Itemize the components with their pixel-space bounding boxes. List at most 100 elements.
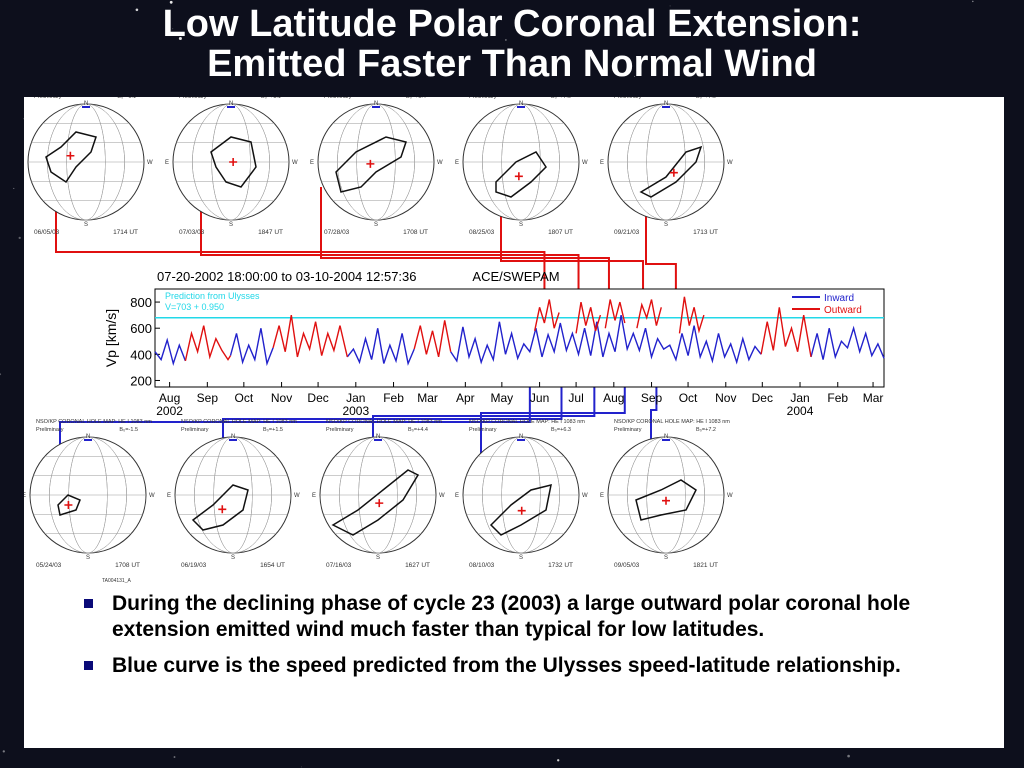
- map-north-label: N: [374, 101, 378, 107]
- polarity-plus-icon: [517, 506, 526, 515]
- map-header: NSO/KP CORONAL HOLE MAP: HE I 1083 nm: [181, 419, 297, 425]
- y-tick-label: 600: [130, 321, 152, 336]
- series-line-outward: [636, 299, 662, 329]
- series-line-inward: [346, 328, 415, 366]
- map-west-label: W: [149, 493, 155, 499]
- map-b0-angle: B₀=+4.4: [408, 427, 428, 433]
- star: [720, 10, 722, 12]
- year-label: 2003: [342, 404, 369, 418]
- map-west-label: W: [727, 493, 733, 499]
- map-west-label: W: [582, 493, 588, 499]
- map-south-label: S: [519, 555, 523, 561]
- longitude-line: [49, 436, 127, 554]
- x-tick-label: Oct: [679, 391, 698, 405]
- map-header: NSO/KP CORONAL HOLE MAP: HE I 1083 nm: [36, 419, 152, 425]
- prediction-annotation: Prediction from Ulysses: [165, 291, 260, 301]
- star: [338, 20, 339, 22]
- map-date: 07/28/03: [324, 229, 350, 236]
- x-tick-label: Sep: [197, 391, 219, 405]
- x-tick-label: Mar: [417, 391, 438, 405]
- star: [972, 0, 974, 3]
- x-tick-label: Jul: [568, 391, 583, 405]
- map-north-label: N: [519, 434, 523, 440]
- longitude-line: [627, 103, 705, 221]
- x-tick-label: Apr: [456, 391, 475, 405]
- map-b0-angle: B₀=+7.2: [696, 427, 716, 433]
- map-north-label: N: [84, 101, 88, 107]
- connector-lines: [55, 182, 677, 510]
- map-status: Preliminary: [469, 97, 497, 100]
- chart-date-range: 07-20-2002 18:00:00 to 03-10-2004 12:57:…: [157, 269, 417, 284]
- map-north-label: N: [376, 434, 380, 440]
- map-header: NSO/KP CORONAL HOLE MAP: HE I 1083 nm: [326, 419, 442, 425]
- longitude-line: [482, 103, 560, 221]
- map-west-label: W: [727, 160, 733, 166]
- map-east-label: E: [312, 493, 316, 499]
- solar-wind-chart: 07-20-2002 18:00:00 to 03-10-2004 12:57:…: [103, 269, 885, 418]
- map-b0-angle: B₀=+7.0: [551, 97, 571, 100]
- bullet-square-icon: [84, 661, 93, 670]
- x-tick-label: Jun: [530, 391, 549, 405]
- star: [172, 28, 174, 30]
- map-time: 1807 UT: [548, 229, 573, 236]
- star: [633, 75, 636, 77]
- coronal-hole-outline: [45, 131, 97, 184]
- map-south-label: S: [231, 555, 235, 561]
- series-line-outward: [413, 320, 452, 358]
- coronal-hole-outline: [191, 484, 249, 531]
- polarity-plus-icon: [514, 172, 523, 181]
- title-line-1: Low Latitude Polar Coronal Extension:: [162, 3, 862, 45]
- map-south-label: S: [84, 222, 88, 228]
- map-date: 07/16/03: [326, 562, 352, 569]
- star: [178, 36, 182, 41]
- map-time: 1714 UT: [113, 229, 138, 236]
- map-b0-angle: B₀=-0.1: [117, 97, 136, 100]
- polarity-plus-icon: [218, 505, 227, 514]
- map-west-label: W: [582, 160, 588, 166]
- x-tick-label: May: [491, 391, 514, 405]
- star: [135, 8, 139, 12]
- longitude-line: [194, 436, 272, 554]
- bullet-list: During the declining phase of cycle 23 (…: [58, 591, 958, 689]
- map-south-label: S: [374, 222, 378, 228]
- figure-id: TA004131_A: [102, 578, 131, 584]
- connector-line: [645, 182, 677, 289]
- map-status: Preliminary: [324, 97, 352, 100]
- map-time: 1708 UT: [403, 229, 428, 236]
- map-status: Preliminary: [34, 97, 62, 100]
- map-b0-angle: B₀=+6.3: [551, 427, 571, 433]
- slide-title: Low Latitude Polar Coronal Extension: Em…: [0, 4, 1024, 84]
- map-status: Preliminary: [326, 427, 354, 433]
- map-east-label: E: [24, 493, 26, 499]
- map-status: Preliminary: [181, 427, 209, 433]
- bullet-square-icon: [84, 599, 93, 608]
- map-date: 07/03/03: [179, 229, 205, 236]
- year-label: 2002: [156, 404, 183, 418]
- coronal-hole-outline: [489, 483, 552, 536]
- star: [0, 373, 2, 376]
- series-line-outward: [760, 307, 812, 358]
- star: [505, 39, 507, 41]
- coronal-hole-map: NSO/KP CORONAL HOLE MAP: HE I 1083 nmPre…: [455, 97, 588, 236]
- star: [638, 65, 640, 68]
- coronal-hole-map: NSO/KP CORONAL HOLE MAP: HE I 1083 nmPre…: [600, 97, 733, 236]
- map-status: Preliminary: [469, 427, 497, 433]
- map-time: 1713 UT: [693, 229, 718, 236]
- coronal-hole-outline: [331, 469, 420, 536]
- coronal-hole-outline: [495, 151, 547, 198]
- coronal-hole-outline: [57, 494, 81, 516]
- map-status: Preliminary: [614, 97, 642, 100]
- map-south-label: S: [86, 555, 90, 561]
- star: [567, 17, 569, 20]
- coronal-hole-map: NSO/KP CORONAL HOLE MAP: HE I 1083 nmPre…: [310, 97, 443, 236]
- polarity-plus-icon: [366, 159, 375, 168]
- map-date: 09/21/03: [614, 229, 640, 236]
- polarity-plus-icon: [662, 496, 670, 505]
- polarity-plus-icon: [375, 499, 384, 508]
- map-north-label: N: [519, 101, 523, 107]
- bullet-item: Blue curve is the speed predicted from t…: [58, 653, 958, 679]
- map-b0-angle: B₀=+5.4: [406, 97, 426, 100]
- polarity-plus-icon: [66, 151, 75, 160]
- map-header: NSO/KP CORONAL HOLE MAP: HE I 1083 nm: [469, 419, 585, 425]
- star: [557, 759, 560, 762]
